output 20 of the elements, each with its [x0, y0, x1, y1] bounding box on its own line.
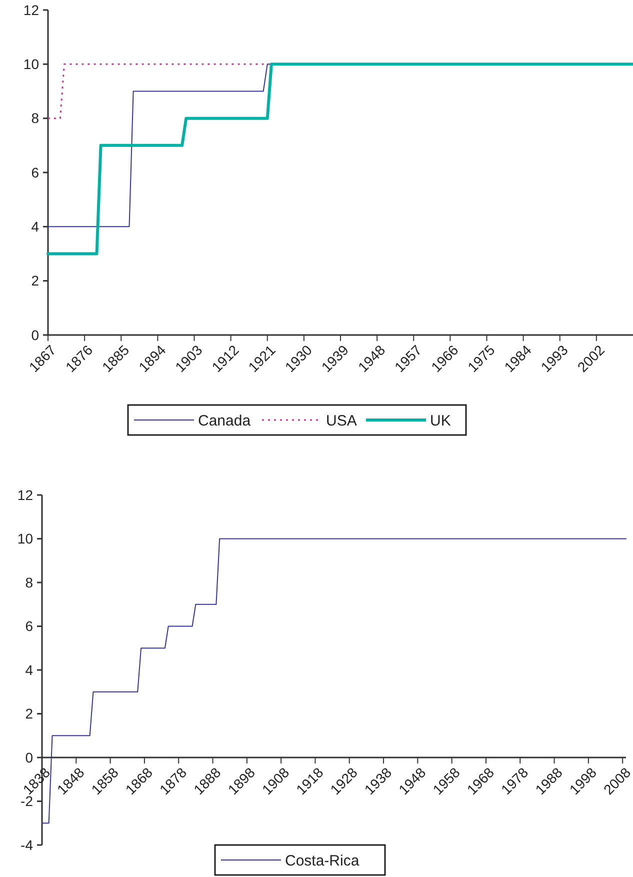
y-tick-label: 0 — [25, 749, 34, 766]
legend-label: USA — [326, 412, 357, 430]
y-tick-label: 6 — [31, 164, 40, 180]
y-tick-label: 8 — [25, 574, 34, 590]
y-tick-label: 12 — [23, 2, 40, 18]
legend-label: UK — [430, 412, 451, 430]
y-tick-label: 0 — [31, 326, 40, 343]
legend-label: Canada — [198, 412, 252, 430]
y-tick-label: 6 — [25, 618, 34, 634]
y-tick-label: 4 — [25, 662, 34, 678]
y-tick-label: 10 — [23, 56, 40, 72]
y-tick-label: 2 — [31, 272, 40, 289]
y-tick-label: 2 — [25, 706, 34, 722]
y-tick-label: 12 — [17, 486, 34, 503]
y-tick-label: 4 — [31, 218, 40, 235]
y-tick-label: -4 — [20, 836, 34, 853]
legend-label: Costa-Rica — [285, 852, 360, 870]
y-tick-label: 10 — [17, 530, 34, 547]
y-tick-label: 8 — [31, 110, 40, 126]
line-series — [46, 62, 633, 256]
